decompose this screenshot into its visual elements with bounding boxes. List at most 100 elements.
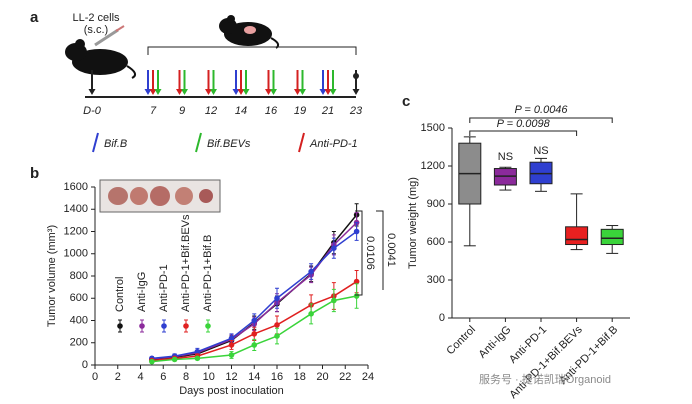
data-point (353, 228, 360, 235)
y-tick-label: 1400 (64, 203, 88, 215)
x-axis-title: Days post inoculation (179, 385, 284, 397)
data-point (251, 317, 258, 324)
treatment-arrow-head (352, 89, 360, 95)
y-axis-title: Tumor weight (mg) (407, 177, 419, 269)
ns-label: NS (533, 145, 548, 157)
data-point (251, 331, 258, 337)
treatment-arrow-head (149, 89, 157, 95)
y-tick-label: 1500 (421, 122, 445, 134)
day-label: D-0 (83, 105, 102, 117)
treatment-arrow-head (329, 89, 337, 95)
treatment-arrow-head (294, 89, 301, 95)
y-tick-label: 900 (427, 198, 445, 210)
x-tick-label: 8 (183, 371, 189, 383)
mouse-center (219, 15, 280, 49)
legend-marker (117, 323, 123, 329)
y-tick-label: 1600 (64, 181, 88, 193)
ns-label: NS (498, 151, 513, 163)
y-tick-label: 1000 (64, 248, 88, 260)
data-point (331, 297, 337, 304)
treatment-arrow-head (324, 89, 332, 95)
day-label: 7 (150, 105, 157, 117)
mouse-left (65, 25, 137, 79)
treatment-arrow-head (154, 89, 162, 95)
treatment-arrow-head (270, 89, 277, 95)
legend-marker (161, 323, 167, 329)
data-point (274, 333, 280, 339)
x-tick-label: 0 (92, 371, 98, 383)
y-tick-label: 0 (439, 312, 445, 324)
sig-label: 0.0041 (385, 233, 397, 267)
day-label: 19 (294, 105, 306, 117)
treatment-arrow-head (242, 89, 250, 95)
treatment-arrow-head (181, 89, 188, 95)
y-tick-label: 1200 (421, 160, 445, 172)
legend-arrow (92, 132, 99, 153)
panel-label: b (30, 165, 39, 182)
cell-label: LL-2 cells (72, 12, 120, 24)
legend-label: Anti-PD-1+Bif.BEVs (180, 214, 192, 312)
legend-label: Bif.B (104, 138, 127, 150)
data-point (228, 335, 235, 342)
legend-label: Anti-PD-1 (158, 264, 170, 312)
treatment-arrow-head (299, 89, 306, 95)
x-tick-label: 22 (339, 371, 351, 383)
treatment-arrow-head (144, 89, 152, 95)
legend-arrow (195, 132, 202, 153)
panel-label: c (402, 93, 410, 110)
cell-sub: (s.c.) (84, 24, 108, 36)
legend-arrow (298, 132, 305, 153)
data-point (149, 358, 155, 365)
p-label: P = 0.0098 (497, 118, 551, 130)
sig-bracket (376, 210, 384, 290)
data-point (274, 295, 280, 302)
legend-label: Control (114, 277, 126, 312)
data-point (353, 278, 360, 285)
legend-label: Anti-PD-1 (309, 138, 358, 150)
p-bracket (469, 117, 613, 123)
x-tick-label: 24 (362, 371, 374, 383)
data-point (194, 348, 201, 355)
data-point (331, 245, 337, 251)
data-point (308, 311, 314, 317)
day-label: 9 (179, 105, 185, 117)
data-point (194, 355, 201, 362)
y-tick-label: 600 (427, 236, 445, 248)
data-point (228, 342, 235, 348)
tumor-photo (99, 179, 221, 213)
legend-label: Anti-IgG (136, 272, 148, 312)
y-tick-label: 800 (70, 270, 88, 282)
treatment-arrow-head (176, 89, 183, 95)
x-tick-label: 12 (225, 371, 237, 383)
x-tick-label: 20 (316, 371, 328, 383)
watermark: 服务号 · 捷诺凯瑞Organoid (479, 372, 611, 386)
y-tick-label: 200 (70, 337, 88, 349)
data-point (251, 342, 258, 348)
treatment-bracket (147, 46, 357, 55)
data-point (228, 352, 235, 358)
y-tick-label: 0 (82, 359, 88, 371)
legend-label: Anti-PD-1+Bif.B (202, 235, 214, 312)
treatment-arrow-head (232, 89, 240, 95)
x-tick-label: Control (444, 324, 478, 358)
sig-label: 0.0106 (364, 236, 376, 270)
x-tick-label: 2 (115, 371, 121, 383)
data-point (308, 268, 314, 275)
y-tick-label: 1200 (64, 225, 88, 237)
y-tick-label: 300 (427, 274, 445, 286)
treatment-arrow-head (237, 89, 245, 95)
day-label: 16 (265, 105, 278, 117)
p-bracket (469, 130, 578, 136)
data-point (353, 293, 360, 299)
x-tick-label: 16 (271, 371, 283, 383)
box (600, 228, 624, 246)
y-tick-label: 600 (70, 292, 88, 304)
x-tick-label: 4 (137, 371, 143, 383)
y-tick-label: 400 (70, 314, 88, 326)
treatment-arrow-head (265, 89, 272, 95)
x-tick-label: 14 (248, 371, 260, 383)
legend-marker (139, 323, 145, 329)
legend-marker (205, 323, 211, 329)
x-tick-label: 18 (294, 371, 306, 383)
